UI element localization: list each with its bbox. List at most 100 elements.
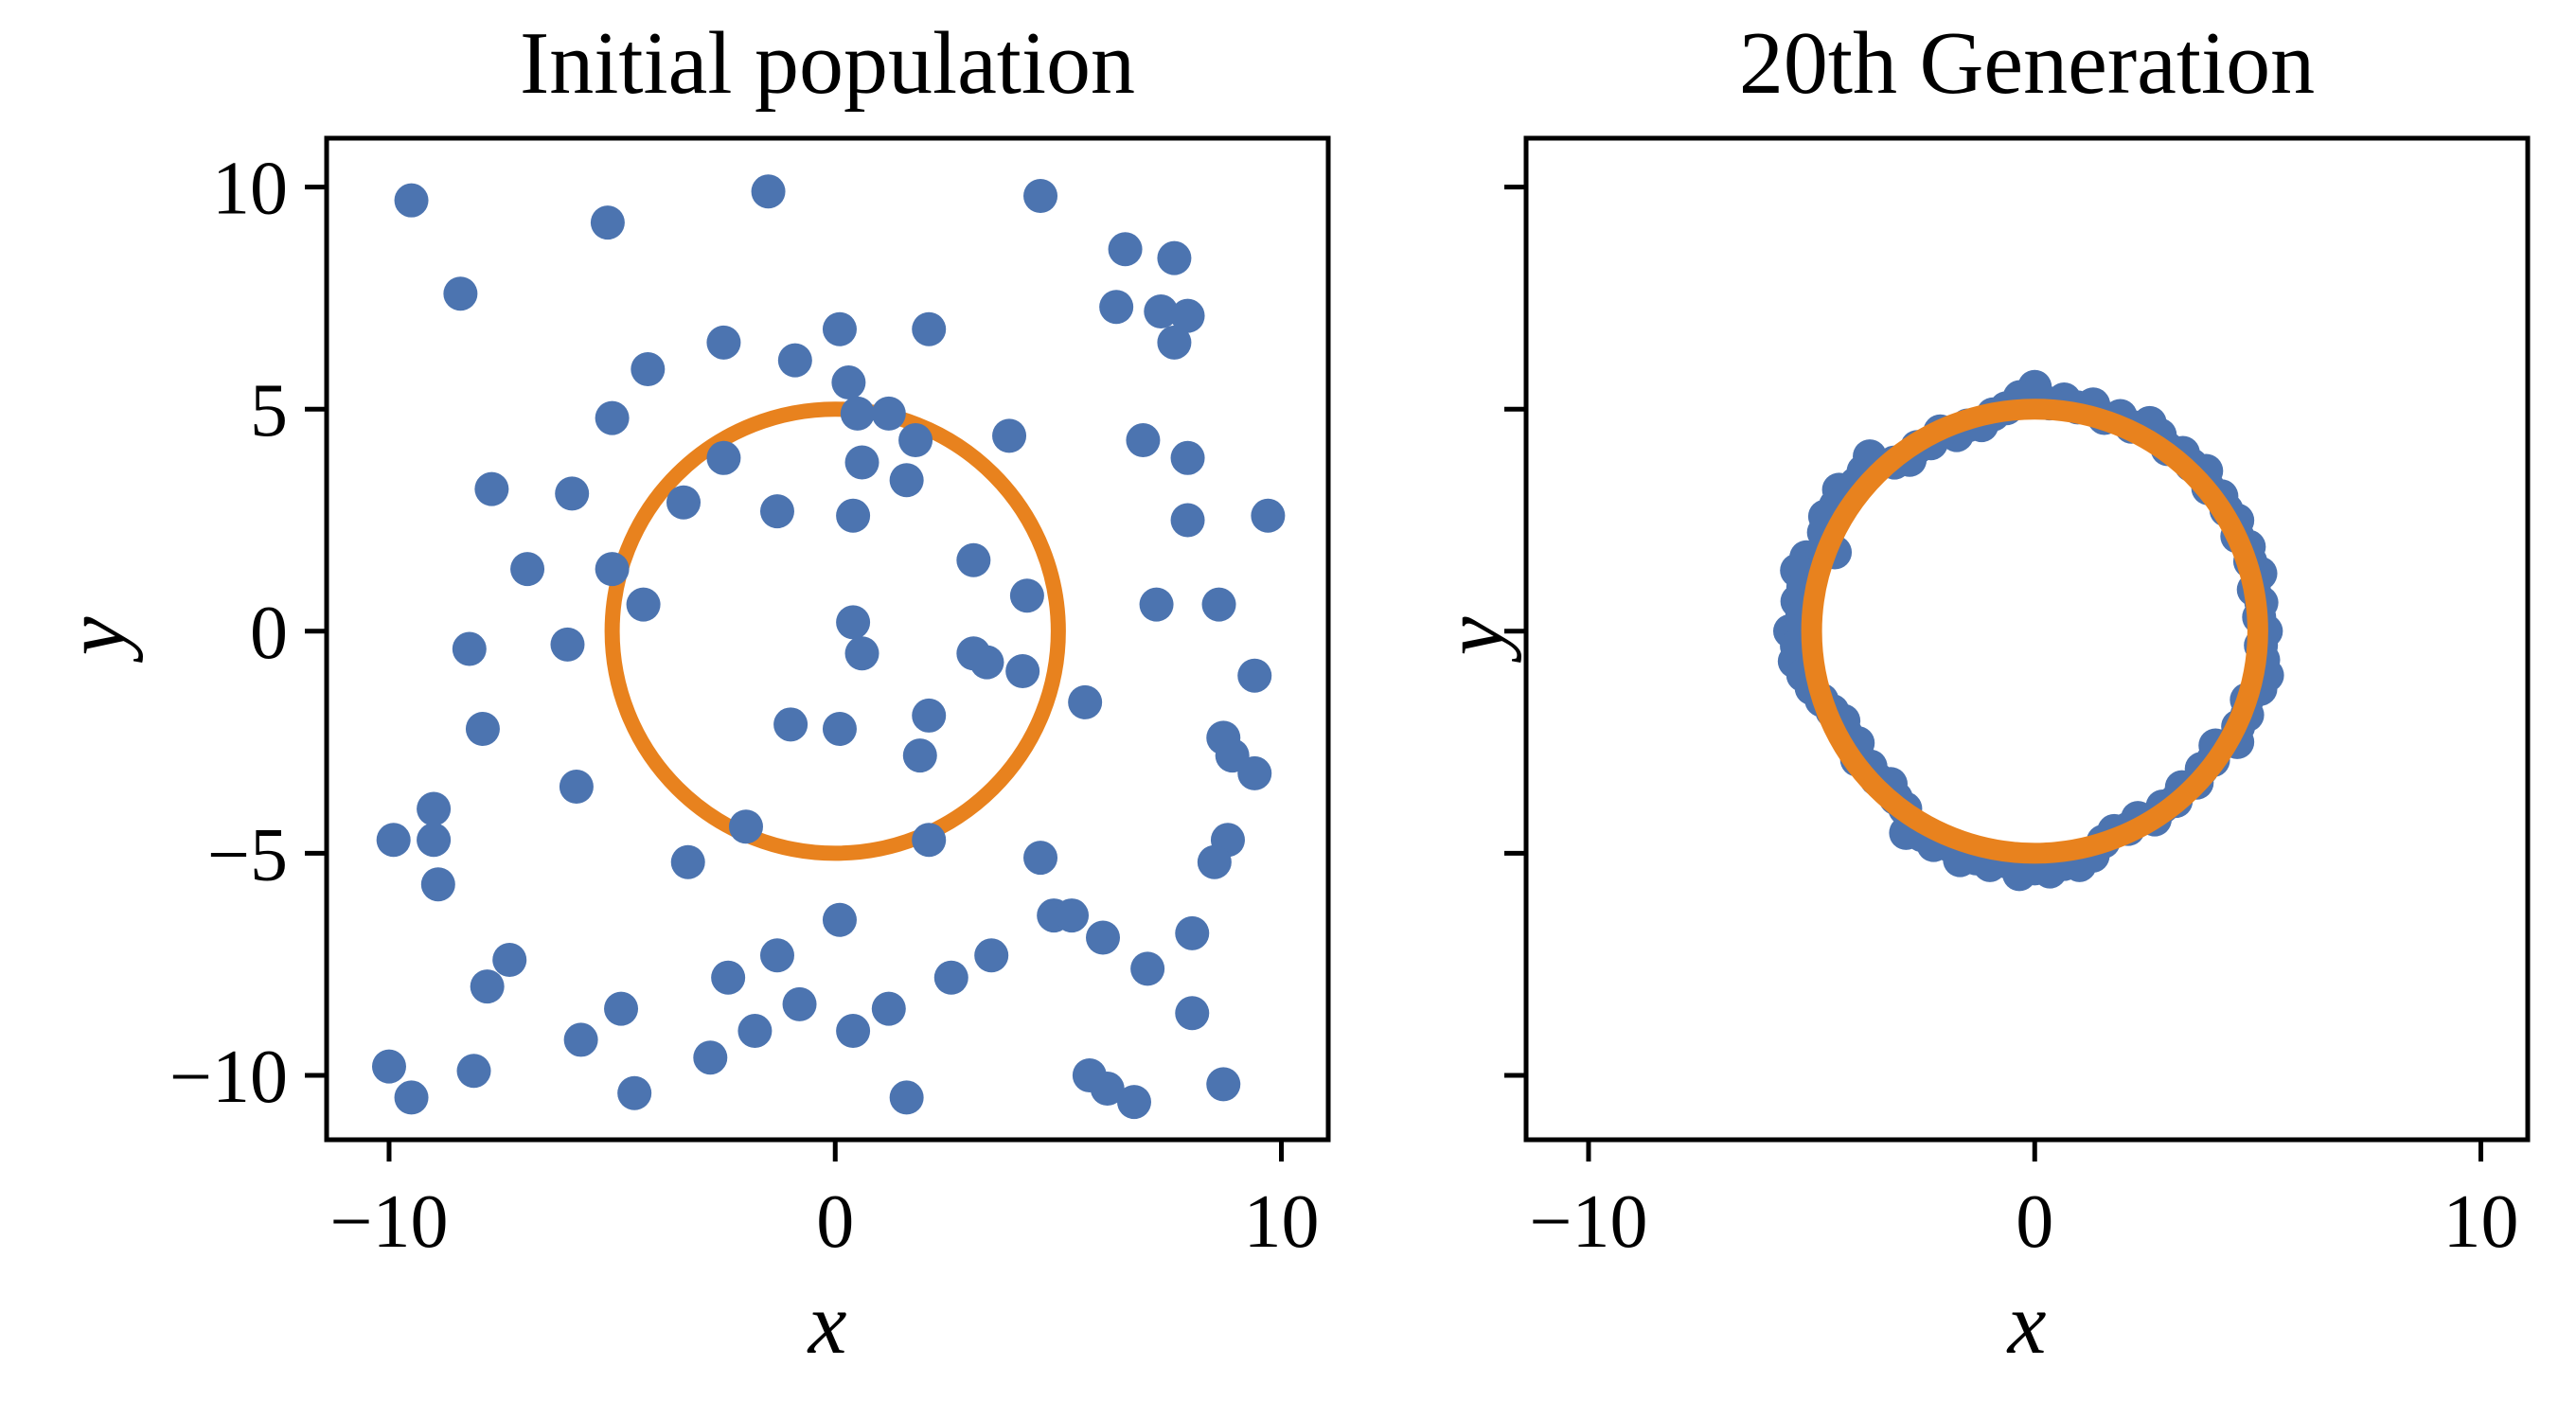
- scatter-point: [831, 365, 866, 400]
- axes-box: [324, 135, 1331, 1143]
- scatter-point: [1086, 920, 1121, 955]
- scatter-point: [822, 311, 857, 346]
- scatter-point: [563, 1022, 598, 1057]
- scatter-point: [898, 423, 933, 458]
- scatter-point: [902, 738, 937, 773]
- scatter-point: [1170, 298, 1205, 333]
- left-plot-title: Initial population: [519, 14, 1136, 113]
- scatter-point: [492, 942, 527, 977]
- x-tick-label: 10: [2443, 1180, 2519, 1264]
- y-tick-label: 5: [250, 369, 288, 452]
- left-yaxis-label: y: [46, 616, 143, 656]
- scatter-point: [1139, 587, 1174, 622]
- scatter-point: [1251, 498, 1286, 533]
- scatter-point: [1170, 440, 1205, 475]
- scatter-point: [836, 498, 871, 533]
- right-xaxis-label: x: [2007, 1275, 2047, 1372]
- scatter-point: [376, 823, 411, 858]
- scatter-point: [1108, 232, 1143, 267]
- scatter-point: [465, 712, 500, 747]
- scatter-point: [394, 183, 429, 218]
- scatter-point: [559, 770, 594, 805]
- scatter-point: [595, 552, 630, 587]
- target-circle: [1801, 399, 2268, 864]
- y-tick-label: 10: [212, 148, 288, 231]
- scatter-point: [711, 960, 746, 995]
- scatter-point: [751, 174, 786, 209]
- scatter-point: [1116, 1085, 1151, 1120]
- scatter-point: [1157, 240, 1192, 275]
- scatter-point: [759, 938, 794, 973]
- scatter-point: [590, 205, 625, 240]
- y-tick-label: 0: [250, 592, 288, 675]
- scatter-point: [1175, 915, 1210, 950]
- scatter-point: [1005, 654, 1040, 689]
- scatter-point: [1144, 293, 1179, 328]
- scatter-point: [912, 311, 947, 346]
- scatter-point: [836, 1014, 871, 1049]
- scatter-point: [706, 325, 741, 360]
- scatter-point: [555, 476, 590, 511]
- x-tick-label: 10: [1244, 1180, 1320, 1264]
- scatter-point: [889, 463, 924, 498]
- scatter-point: [759, 494, 794, 529]
- scatter-point: [1099, 290, 1134, 325]
- scatter-point: [912, 823, 947, 858]
- axes-box: [1523, 135, 2531, 1143]
- scatter-point: [1090, 1072, 1125, 1107]
- scatter-point: [737, 1014, 773, 1049]
- scatter-point: [510, 552, 545, 587]
- scatter-point: [1197, 844, 1232, 879]
- scatter-point: [626, 587, 661, 622]
- scatter-point: [773, 707, 808, 742]
- scatter-point: [1170, 503, 1205, 538]
- scatter-point: [1206, 1067, 1241, 1102]
- scatter-point: [1175, 996, 1210, 1031]
- x-tick-label: 0: [2016, 1180, 2053, 1264]
- scatter-point: [394, 1080, 429, 1115]
- scatter-point: [604, 991, 639, 1026]
- scatter-point: [974, 938, 1009, 973]
- scatter-point: [969, 645, 1004, 680]
- scatter-point: [617, 1075, 652, 1110]
- left-plot-area: [371, 174, 1286, 1120]
- scatter-point: [1157, 325, 1192, 360]
- scatter-point: [782, 986, 817, 1021]
- scatter-point: [933, 960, 968, 995]
- scatter-point: [822, 712, 857, 747]
- target-circle: [604, 401, 1066, 861]
- scatter-point: [631, 351, 666, 386]
- scatter-point: [456, 1054, 491, 1089]
- scatter-point: [728, 809, 763, 844]
- scatter-point: [844, 445, 879, 480]
- x-tick-label: −10: [329, 1180, 448, 1264]
- scatter-point: [550, 627, 585, 662]
- scatter-point: [1068, 684, 1103, 719]
- scatter-point: [1023, 841, 1058, 876]
- scatter-point: [871, 396, 906, 431]
- scatter-point: [871, 991, 906, 1026]
- scatter-point: [693, 1040, 728, 1075]
- scatter-point: [417, 823, 452, 858]
- scatter-point: [417, 791, 452, 826]
- scatter-point: [912, 698, 947, 733]
- scatter-point: [443, 276, 478, 311]
- y-tick-label: −5: [207, 813, 288, 896]
- y-tick-label: −10: [169, 1036, 288, 1119]
- scatter-point: [777, 343, 812, 378]
- scatter-point: [840, 396, 875, 431]
- scatter-point: [889, 1080, 924, 1115]
- scatter-point: [420, 867, 455, 902]
- scatter-point: [844, 636, 879, 671]
- x-tick-label: 0: [816, 1180, 854, 1264]
- scatter-point: [470, 969, 505, 1004]
- scatter-point: [1009, 578, 1044, 613]
- scatter-point: [706, 440, 741, 475]
- scatter-point: [670, 844, 705, 879]
- scatter-point: [1126, 423, 1161, 458]
- scatter-point: [822, 902, 857, 937]
- scatter-point: [371, 1049, 406, 1084]
- scatter-point: [836, 605, 871, 640]
